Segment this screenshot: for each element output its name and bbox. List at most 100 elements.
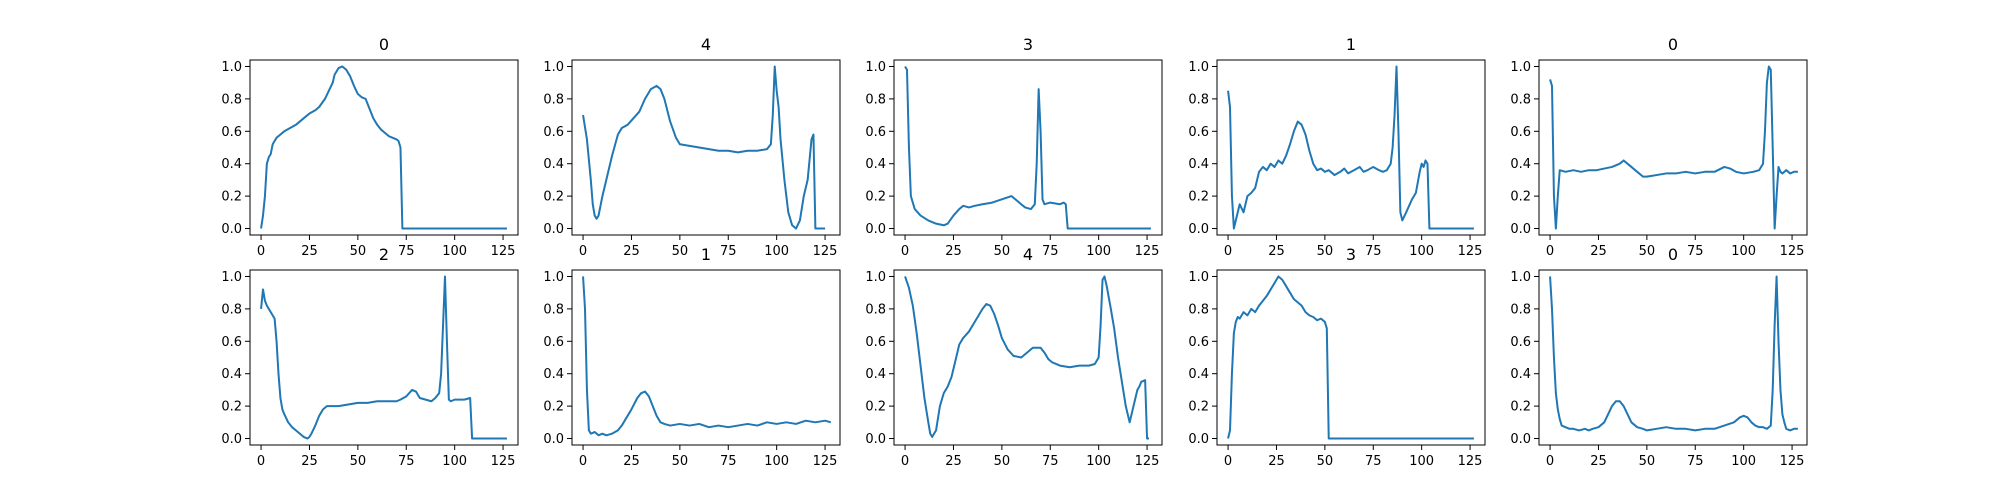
y-tick-label: 0.8: [221, 302, 242, 317]
x-tick-label: 0: [1224, 454, 1232, 469]
y-tick-label: 1.0: [865, 60, 886, 75]
x-tick-label: 0: [579, 454, 587, 469]
subplot-7: 4 0 25 50 75 100 125 0.0 0.2 0.4 0.6 0.8 1.0: [865, 245, 1163, 469]
y-tick-label: 0.4: [543, 157, 564, 172]
series-line: [582, 65, 826, 230]
y-tick-label: 0.0: [865, 432, 886, 447]
axes-frame: [249, 269, 519, 446]
series-line: [1227, 65, 1474, 230]
subplot-title: 1: [701, 245, 711, 264]
x-tick-label: 50: [1317, 454, 1334, 469]
x-tick-label: 25: [1590, 454, 1607, 469]
y-tick-label: 0.6: [543, 125, 564, 140]
y-tick-label: 0.2: [1510, 400, 1531, 415]
y-tick-label: 0.2: [1510, 190, 1531, 205]
x-tick-label: 25: [1268, 244, 1285, 259]
x-tick-label: 100: [1086, 454, 1111, 469]
subplot-title: 3: [1023, 35, 1033, 54]
axes-frame: [1216, 59, 1486, 236]
subplot-title: 0: [1668, 35, 1678, 54]
y-tick-label: 0.2: [1188, 190, 1209, 205]
y-tick-label: 0.8: [865, 92, 886, 107]
subplot-title: 2: [379, 245, 389, 264]
subplot-title: 4: [1023, 245, 1033, 264]
x-tick-label: 75: [1687, 244, 1704, 259]
x-tick-label: 50: [350, 454, 367, 469]
y-tick-label: 0.4: [1510, 367, 1531, 382]
y-tick-label: 0.4: [865, 367, 886, 382]
y-tick-label: 0.0: [221, 432, 242, 447]
y-tick-label: 0.4: [1188, 157, 1209, 172]
x-tick-label: 0: [257, 454, 265, 469]
x-tick-label: 50: [672, 454, 689, 469]
subplot-6: 1 0 25 50 75 100 125 0.0 0.2 0.4 0.6 0.8 1.0: [543, 245, 841, 469]
x-tick-label: 75: [1687, 454, 1704, 469]
x-tick-label: 0: [257, 244, 265, 259]
x-tick-label: 75: [720, 454, 737, 469]
y-tick-label: 0.2: [543, 190, 564, 205]
x-tick-label: 125: [1458, 244, 1483, 259]
y-tick-label: 1.0: [543, 270, 564, 285]
y-tick-label: 1.0: [1510, 60, 1531, 75]
y-tick-label: 0.6: [1188, 335, 1209, 350]
x-tick-label: 50: [350, 244, 367, 259]
x-tick-label: 75: [398, 454, 415, 469]
y-tick-label: 0.8: [221, 92, 242, 107]
series-line: [904, 65, 1151, 230]
y-tick-label: 0.0: [1188, 432, 1209, 447]
series-line: [1549, 275, 1798, 432]
y-tick-label: 1.0: [865, 270, 886, 285]
x-tick-label: 25: [623, 244, 640, 259]
x-tick-label: 25: [945, 244, 962, 259]
y-tick-label: 0.0: [543, 432, 564, 447]
x-tick-label: 125: [1135, 454, 1160, 469]
subplot-5: 2 0 25 50 75 100 125 0.0 0.2 0.4 0.6 0.8 1.0: [221, 245, 519, 469]
x-tick-label: 100: [442, 454, 467, 469]
subplot-1: 4 0 25 50 75 100 125 0.0 0.2 0.4 0.6 0.8 1.0: [543, 35, 841, 259]
x-tick-label: 75: [398, 244, 415, 259]
y-tick-label: 1.0: [543, 60, 564, 75]
y-tick-label: 0.0: [1188, 222, 1209, 237]
y-tick-label: 0.6: [543, 335, 564, 350]
series-line: [260, 275, 507, 440]
y-tick-label: 0.6: [865, 335, 886, 350]
y-tick-label: 0.4: [221, 367, 242, 382]
y-tick-label: 0.2: [1188, 400, 1209, 415]
series-line: [1549, 65, 1798, 230]
y-tick-label: 0.6: [1510, 125, 1531, 140]
x-tick-label: 100: [764, 454, 789, 469]
x-tick-label: 125: [1458, 454, 1483, 469]
y-tick-label: 0.6: [1510, 335, 1531, 350]
subplot-8: 3 0 25 50 75 100 125 0.0 0.2 0.4 0.6 0.8 1.0: [1188, 245, 1486, 469]
x-tick-label: 25: [623, 454, 640, 469]
y-tick-label: 0.4: [543, 367, 564, 382]
x-tick-label: 75: [1365, 454, 1382, 469]
subplot-0: 0 0 25 50 75 100 125 0.0 0.2 0.4 0.6 0.8 1.0: [221, 35, 519, 259]
x-tick-label: 125: [813, 454, 838, 469]
y-tick-label: 0.8: [543, 302, 564, 317]
series-line: [1227, 275, 1474, 440]
subplot-title: 0: [379, 35, 389, 54]
x-tick-label: 75: [720, 244, 737, 259]
series-line: [260, 65, 507, 230]
x-tick-label: 125: [1135, 244, 1160, 259]
series-line: [904, 275, 1149, 440]
y-tick-label: 0.8: [1188, 302, 1209, 317]
y-tick-label: 0.4: [221, 157, 242, 172]
axes-frame: [1216, 269, 1486, 446]
x-tick-label: 25: [945, 454, 962, 469]
x-tick-label: 25: [301, 454, 318, 469]
x-tick-label: 25: [1590, 244, 1607, 259]
series-line: [582, 276, 832, 437]
axes-frame: [1538, 59, 1808, 236]
x-tick-label: 100: [1086, 244, 1111, 259]
y-tick-label: 0.2: [865, 190, 886, 205]
x-tick-label: 0: [901, 244, 909, 259]
subplot-9: 0 0 25 50 75 100 125 0.0 0.2 0.4 0.6 0.8 1.0: [1510, 245, 1808, 469]
y-tick-label: 0.4: [1188, 367, 1209, 382]
y-tick-label: 0.0: [221, 222, 242, 237]
x-tick-label: 50: [672, 244, 689, 259]
x-tick-label: 75: [1365, 244, 1382, 259]
subplot-title: 1: [1346, 35, 1356, 54]
